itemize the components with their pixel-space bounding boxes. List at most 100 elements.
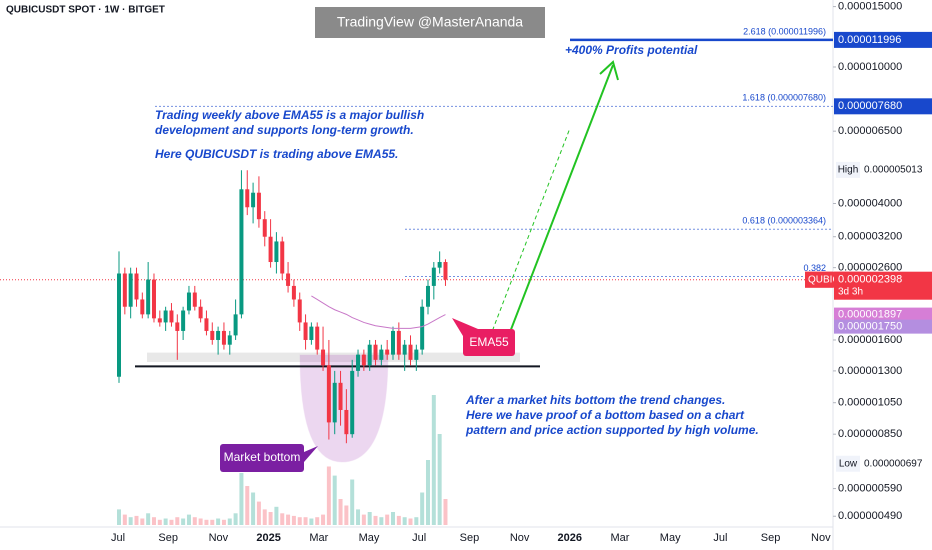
- ma-label: 0.000001897: [838, 309, 902, 321]
- y-tick-label: 0.000000590: [838, 482, 902, 494]
- y-tick-label: 0.000000850: [838, 428, 902, 440]
- candle-body: [280, 241, 285, 274]
- x-tick-label: Jul: [111, 532, 125, 544]
- projection-dashed: [484, 127, 571, 351]
- candle-body: [140, 299, 145, 315]
- volume-bar: [344, 505, 349, 525]
- volume-bar: [239, 473, 244, 525]
- volume-bar: [303, 517, 308, 525]
- candle-body: [402, 344, 407, 355]
- candle-body: [268, 236, 273, 263]
- volume-bar: [443, 499, 448, 525]
- volume-bar: [367, 512, 372, 525]
- candle-body: [181, 310, 186, 331]
- volume-bar: [385, 514, 390, 525]
- candle-body: [227, 335, 232, 345]
- y-tick-label: 0.000000490: [838, 510, 902, 522]
- volume-bar: [420, 492, 425, 525]
- candle-body: [391, 330, 396, 355]
- volume-bar: [204, 519, 209, 525]
- candle-body: [286, 273, 291, 286]
- candle-body: [326, 365, 331, 423]
- volume-bar: [233, 513, 238, 525]
- fib-level-label: 0.618 (0.000003364): [742, 216, 826, 226]
- countdown: 3d 3h: [838, 286, 863, 297]
- annotation: After a market hits bottom the trend cha…: [465, 393, 725, 407]
- volume-bar: [338, 499, 343, 525]
- volume-bar: [122, 514, 127, 525]
- candle-body: [303, 322, 308, 340]
- volume-bar: [391, 512, 396, 525]
- candle-body: [163, 310, 168, 323]
- candle-body: [344, 409, 349, 435]
- candle-body: [204, 318, 209, 331]
- volume-bar: [192, 517, 197, 525]
- candle-body: [251, 192, 256, 208]
- volume-bar: [146, 513, 151, 525]
- annotation: +400% Profits potential: [565, 43, 698, 57]
- extreme-name: Low: [839, 458, 858, 469]
- candle-body: [338, 382, 343, 410]
- extreme-name-box: [836, 455, 860, 472]
- candle-body: [192, 292, 197, 307]
- y-tick-label: 0.000001600: [838, 334, 902, 346]
- candle-body: [373, 344, 378, 360]
- volume-bar: [256, 501, 261, 525]
- x-tick-label: May: [660, 532, 681, 544]
- candle-body: [134, 273, 139, 300]
- ma-label-box: [834, 319, 932, 334]
- volume-bar: [286, 514, 291, 525]
- candle-body: [361, 354, 366, 366]
- candle-body: [425, 285, 430, 307]
- volume-bar: [169, 519, 174, 525]
- volume-bar: [221, 519, 226, 525]
- extreme-price: 0.000005013: [864, 165, 923, 176]
- cup-shape: [299, 354, 389, 463]
- volume-bar: [210, 519, 215, 525]
- candle-body: [414, 349, 419, 360]
- volume-bar: [379, 517, 384, 525]
- candle-body: [169, 310, 174, 323]
- volume-bar: [134, 515, 139, 525]
- annotation: development and supports long-term growt…: [155, 123, 414, 137]
- y-tick-label: 0.000001300: [838, 365, 902, 377]
- watermark-box: [315, 7, 545, 38]
- chart-title: QUBICUSDT SPOT · 1W · BITGET: [6, 5, 165, 16]
- candle-body: [379, 349, 384, 360]
- candle-body: [408, 344, 413, 360]
- market-bottom-pointer: [304, 446, 318, 462]
- volume-bar: [262, 509, 267, 525]
- volume-bar: [181, 518, 186, 525]
- volume-bar: [321, 514, 326, 525]
- x-tick-label: May: [359, 532, 380, 544]
- fib-level-label: 0.382: [803, 263, 826, 273]
- candle-body: [350, 370, 355, 435]
- candle-body: [332, 382, 337, 423]
- x-tick-label: Mar: [611, 532, 630, 544]
- candle-body: [321, 349, 326, 366]
- candle-body: [256, 192, 261, 220]
- annotation: EMA55: [469, 335, 509, 349]
- y-tick-label: 0.000010000: [838, 61, 902, 73]
- support-zone: [147, 352, 520, 363]
- last-price-box: [834, 271, 932, 300]
- x-tick-label: Mar: [309, 532, 328, 544]
- candle-body: [315, 326, 320, 350]
- candle-body: [396, 330, 401, 355]
- volume-bar: [216, 518, 221, 525]
- ma-label: 0.000001750: [838, 321, 902, 333]
- volume-bar: [117, 509, 121, 525]
- volume-bar: [297, 517, 302, 525]
- volume-bar: [268, 512, 273, 525]
- y-tick-label: 0.000003200: [838, 231, 902, 243]
- x-tick-label: Jul: [713, 532, 727, 544]
- y-tick-label: 0.000004000: [838, 197, 902, 209]
- volume-bar: [128, 517, 133, 525]
- volume-bar: [414, 517, 419, 525]
- watermark: TradingView @MasterAnanda: [337, 14, 523, 30]
- candle-body: [420, 306, 425, 350]
- fib-level-label: 1.618 (0.000007680): [742, 93, 826, 103]
- ema-box: [463, 329, 515, 356]
- annotation: Trading weekly above EMA55 is a major bu…: [155, 108, 424, 122]
- volume-bar: [186, 514, 191, 525]
